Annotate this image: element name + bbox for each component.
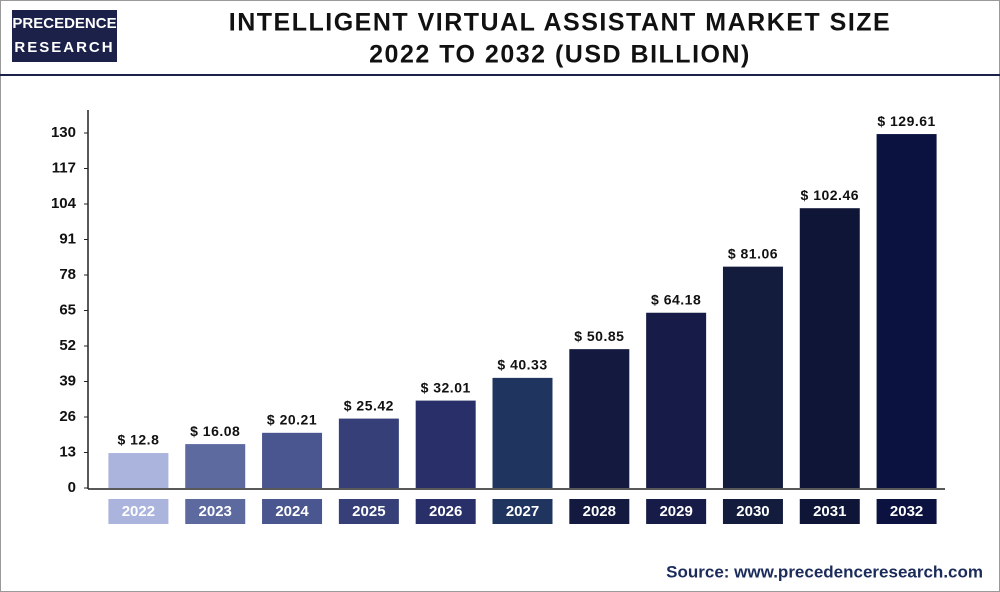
category-box (262, 499, 323, 524)
data-label: $ 25.42 (344, 397, 394, 413)
bar (569, 349, 630, 488)
y-tick-label: 104 (51, 195, 77, 212)
bar (492, 377, 553, 488)
bar (722, 266, 783, 488)
category-box (185, 499, 246, 524)
data-label: $ 12.8 (117, 432, 159, 448)
category-box (415, 499, 476, 524)
data-label: $ 102.46 (801, 187, 860, 203)
y-tick-label: 52 (59, 337, 76, 354)
category-box (799, 499, 860, 524)
x-tick-label: 2030 (736, 503, 769, 520)
logo-text: PRECEDENCE (12, 15, 116, 32)
chart-title: INTELLIGENT VIRTUAL ASSISTANT MARKET SIZ… (229, 9, 891, 37)
x-tick-label: 2028 (583, 503, 616, 520)
data-label: $ 20.21 (267, 412, 317, 428)
bar (646, 312, 707, 488)
source: Source: www.precedenceresearch.com (666, 562, 983, 581)
x-tick-label: 2023 (199, 503, 232, 520)
y-tick-label: 0 (68, 479, 76, 496)
y-tick-label: 39 (59, 372, 76, 389)
data-label: $ 129.61 (877, 113, 936, 129)
x-tick-label: 2031 (813, 503, 846, 520)
bar (799, 208, 860, 488)
category-box (646, 499, 707, 524)
y-tick-label: 91 (59, 230, 76, 247)
category-box (722, 499, 783, 524)
y-tick-label: 65 (59, 301, 76, 318)
category-box (338, 499, 399, 524)
bar (338, 418, 399, 488)
bar (108, 453, 169, 488)
bar (262, 432, 323, 488)
x-tick-label: 2027 (506, 503, 539, 520)
data-label: $ 64.18 (651, 291, 701, 307)
data-label: $ 81.06 (728, 245, 778, 261)
x-tick-label: 2032 (890, 503, 923, 520)
bar (185, 444, 246, 488)
y-tick-label: 13 (59, 443, 76, 460)
chart-title: 2022 TO 2032 (USD BILLION) (369, 41, 751, 69)
y-tick-label: 26 (59, 408, 76, 425)
data-label: $ 50.85 (574, 328, 624, 344)
logo-text: RESEARCH (14, 39, 114, 56)
x-tick-label: 2029 (659, 503, 692, 520)
logo-box (12, 10, 117, 62)
category-box (108, 499, 169, 524)
data-label: $ 32.01 (421, 379, 471, 395)
y-tick-label: 117 (52, 159, 76, 176)
bar (876, 134, 937, 488)
category-box (876, 499, 937, 524)
x-tick-label: 2024 (275, 503, 309, 520)
x-tick-label: 2022 (122, 503, 155, 520)
data-label: $ 16.08 (190, 423, 240, 439)
data-label: $ 40.33 (497, 357, 547, 373)
x-tick-label: 2025 (352, 503, 385, 520)
y-tick-label: 130 (51, 124, 76, 141)
y-tick-label: 78 (59, 266, 76, 283)
category-box (492, 499, 553, 524)
category-box (569, 499, 630, 524)
x-tick-label: 2026 (429, 503, 462, 520)
bar (415, 400, 476, 488)
